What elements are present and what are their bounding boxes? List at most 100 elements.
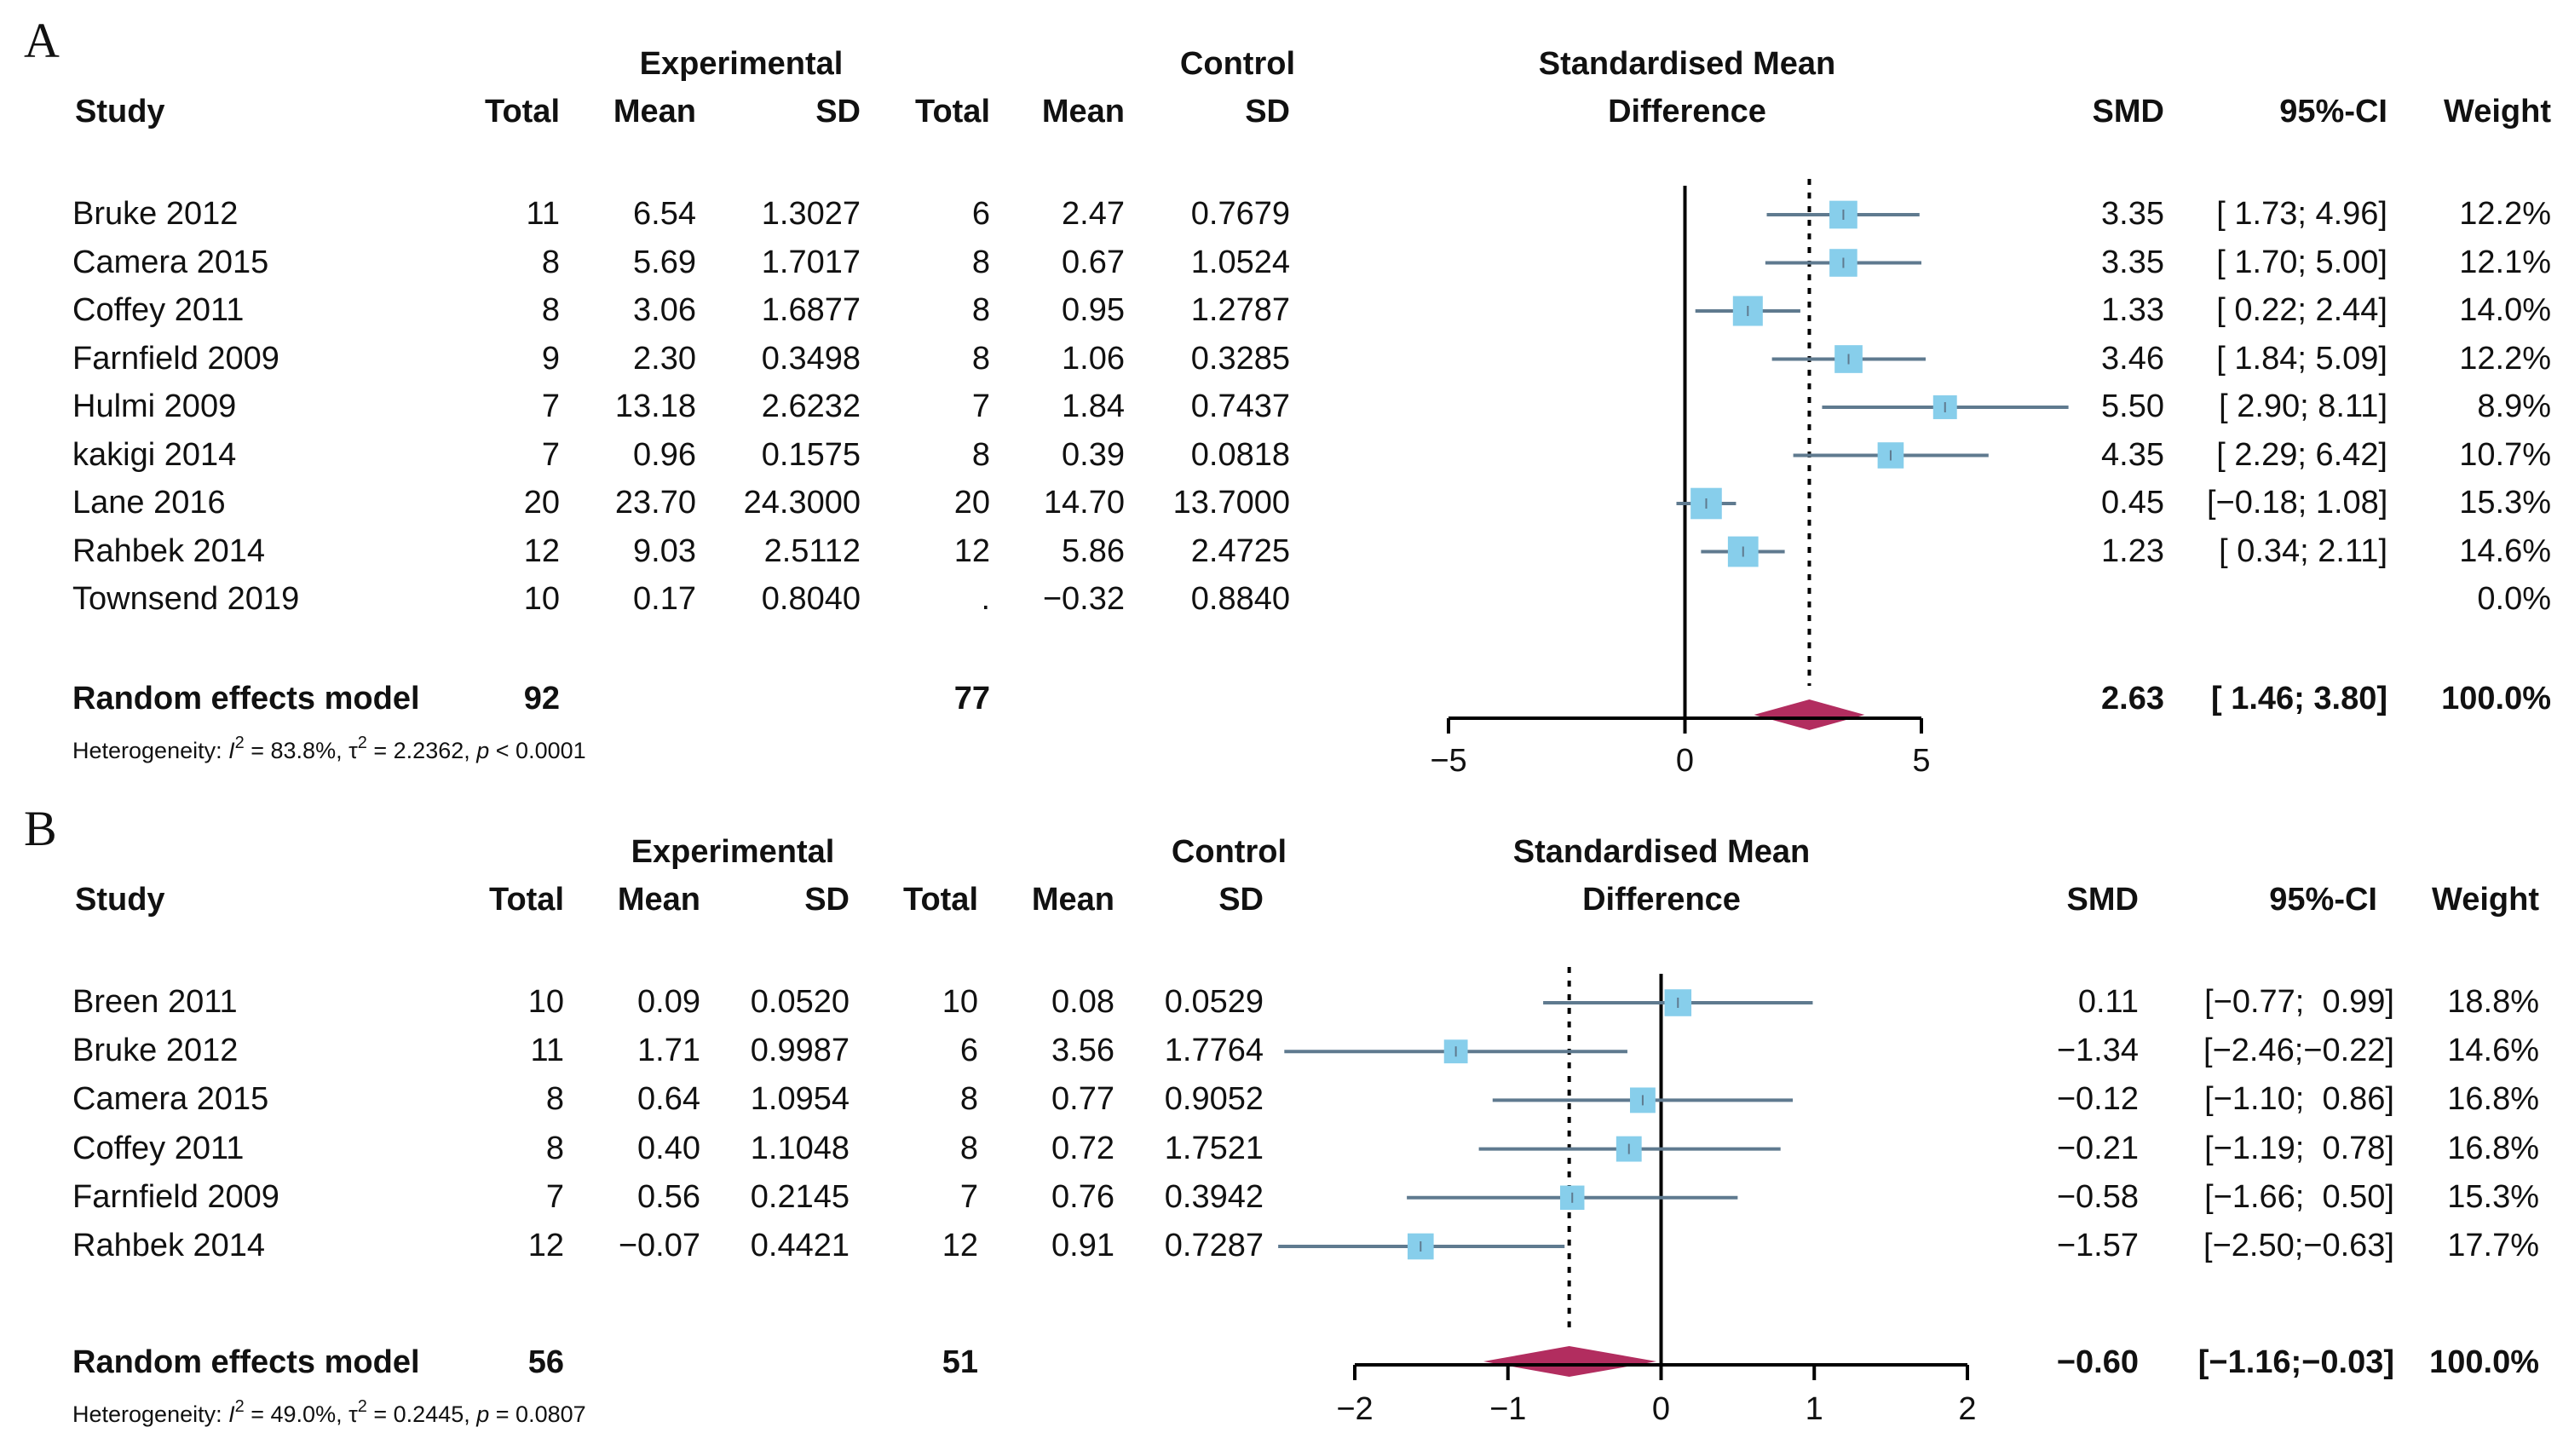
row-e-sd: 1.0954	[750, 1081, 850, 1118]
x-tick-label: −5	[1430, 743, 1466, 779]
ctrl-total-header: Total	[903, 882, 978, 918]
row-e-total: 9	[541, 340, 560, 377]
row-e-total: 12	[523, 532, 560, 569]
row-e-mean: −0.07	[618, 1228, 700, 1263]
row-e-total: 8	[541, 244, 560, 280]
row-ci: [−2.50;−0.63]	[2203, 1228, 2394, 1263]
row-c-sd: 0.7437	[1190, 388, 1290, 424]
control-header: Control	[1179, 46, 1295, 82]
row-weight: 10.7%	[2459, 436, 2551, 473]
exp-mean-header: Mean	[617, 882, 700, 918]
row-weight: 16.8%	[2447, 1130, 2539, 1166]
ctrl-sd-header: SD	[1218, 882, 1264, 918]
row-e-mean: 3.06	[633, 292, 696, 328]
row-smd: 3.35	[2101, 196, 2164, 232]
row-c-mean: 0.76	[1051, 1178, 1114, 1215]
row-c-sd: 1.2787	[1190, 292, 1290, 328]
row-c-mean: 1.84	[1062, 388, 1125, 424]
row-study: Coffey 2011	[72, 1130, 245, 1166]
row-ci: [ 2.90; 8.11]	[2219, 388, 2387, 424]
forest-plot-panel-b: B Experimental Control Standardised Mean…	[0, 788, 2563, 1456]
weight-header: Weight	[2444, 94, 2551, 129]
pooled-label: Random effects model	[72, 681, 420, 716]
row-weight: 12.2%	[2459, 196, 2551, 232]
row-smd: 4.35	[2101, 436, 2164, 473]
row-e-sd: 0.1575	[761, 436, 861, 473]
row-c-mean: 0.08	[1051, 984, 1114, 1020]
row-c-total: 7	[971, 388, 990, 424]
row-e-sd: 24.3000	[743, 485, 861, 521]
row-c-total: .	[981, 581, 990, 617]
row-c-mean: 0.77	[1051, 1081, 1114, 1118]
row-weight: 18.8%	[2447, 984, 2539, 1020]
row-c-sd: 0.7287	[1164, 1228, 1264, 1263]
study-header: Study	[75, 94, 165, 129]
pooled-diamond	[1483, 1346, 1657, 1377]
pooled-weight: 100.0%	[2429, 1344, 2539, 1380]
panel-letter: A	[24, 13, 60, 68]
row-smd: −0.58	[2056, 1178, 2139, 1215]
row-e-mean: 9.03	[633, 532, 696, 569]
row-smd: −1.57	[2056, 1228, 2139, 1263]
row-e-sd: 0.4421	[750, 1228, 850, 1263]
row-weight: 8.9%	[2477, 388, 2551, 424]
exp-total-header: Total	[485, 94, 560, 129]
row-weight: 0.0%	[2477, 581, 2551, 617]
row-c-mean: 0.72	[1051, 1130, 1114, 1166]
x-tick-label: −2	[1336, 1391, 1373, 1427]
row-e-total: 20	[523, 485, 560, 521]
row-smd: 3.46	[2101, 340, 2164, 377]
row-c-mean: 0.95	[1062, 292, 1125, 328]
smd-header: SMD	[2066, 882, 2139, 918]
row-c-mean: 0.39	[1062, 436, 1125, 473]
row-study: Townsend 2019	[72, 581, 300, 617]
row-ci: [ 2.29; 6.42]	[2216, 436, 2387, 473]
row-e-total: 10	[523, 581, 560, 617]
row-e-total: 12	[527, 1228, 564, 1263]
row-ci: [ 1.84; 5.09]	[2216, 340, 2387, 377]
pooled-label: Random effects model	[72, 1344, 420, 1380]
row-smd: −0.21	[2056, 1130, 2139, 1166]
row-e-total: 8	[545, 1130, 564, 1166]
row-e-sd: 2.6232	[761, 388, 861, 424]
row-study: Camera 2015	[72, 1081, 269, 1118]
row-c-sd: 0.0529	[1164, 984, 1264, 1020]
row-c-total: 20	[953, 485, 990, 521]
weight-header: Weight	[2432, 882, 2539, 918]
smd-title-line2: Difference	[1582, 882, 1741, 918]
row-study: Lane 2016	[72, 485, 226, 521]
row-e-sd: 0.9987	[750, 1033, 850, 1069]
row-c-total: 8	[971, 292, 990, 328]
row-c-sd: 0.0818	[1190, 436, 1290, 473]
row-c-mean: −0.32	[1042, 581, 1125, 617]
pooled-exp-total: 56	[527, 1344, 564, 1380]
row-smd: 1.23	[2101, 532, 2164, 569]
heterogeneity-text: Heterogeneity: I2 = 83.8%, τ2 = 2.2362, …	[72, 734, 586, 763]
row-c-mean: 5.86	[1062, 532, 1125, 569]
pooled-ctrl-total: 51	[942, 1344, 978, 1380]
row-smd: 0.45	[2101, 485, 2164, 521]
row-c-total: 8	[971, 244, 990, 280]
row-weight: 16.8%	[2447, 1081, 2539, 1118]
row-c-sd: 2.4725	[1190, 532, 1290, 569]
row-e-total: 10	[527, 984, 564, 1020]
smd-title-line1: Standardised Mean	[1512, 834, 1811, 870]
row-e-mean: 5.69	[633, 244, 696, 280]
row-e-total: 11	[530, 1033, 564, 1069]
row-ci: [ 1.70; 5.00]	[2216, 244, 2387, 280]
row-study: Hulmi 2009	[72, 388, 237, 424]
row-c-total: 7	[959, 1178, 978, 1215]
x-tick-label: 5	[1912, 743, 1930, 779]
x-tick-label: 0	[1676, 743, 1694, 779]
exp-sd-header: SD	[804, 882, 850, 918]
row-c-sd: 1.7764	[1164, 1033, 1264, 1069]
row-c-total: 8	[959, 1081, 978, 1118]
row-e-mean: 6.54	[633, 196, 696, 232]
pooled-ci: [ 1.46; 3.80]	[2211, 681, 2387, 716]
row-smd: 1.33	[2101, 292, 2164, 328]
row-c-total: 6	[959, 1033, 978, 1069]
row-c-total: 6	[971, 196, 990, 232]
row-e-total: 7	[545, 1178, 564, 1215]
ctrl-sd-header: SD	[1245, 94, 1290, 129]
row-e-sd: 1.6877	[761, 292, 861, 328]
